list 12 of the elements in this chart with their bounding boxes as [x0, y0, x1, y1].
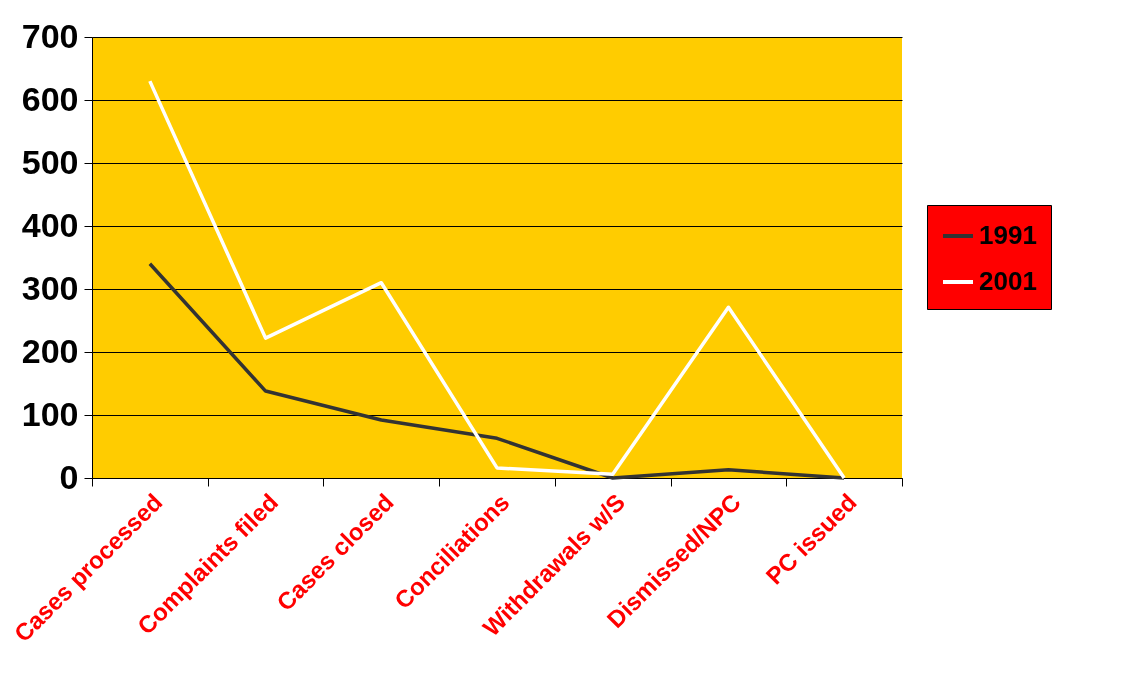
y-tick-label: 600: [21, 79, 79, 118]
line-series: [148, 79, 846, 480]
y-tick-label: 100: [21, 394, 79, 433]
y-tick-label: 200: [21, 331, 79, 370]
y-tick-label: 300: [21, 268, 79, 307]
legend-label: 2001: [979, 266, 1037, 296]
y-tick-label: 700: [21, 16, 79, 55]
line-series: [148, 262, 846, 480]
y-tick-label: 500: [21, 142, 79, 181]
y-tick-label: 400: [21, 205, 79, 244]
legend-label: 1991: [979, 220, 1037, 250]
y-tick-label: 0: [59, 457, 79, 496]
